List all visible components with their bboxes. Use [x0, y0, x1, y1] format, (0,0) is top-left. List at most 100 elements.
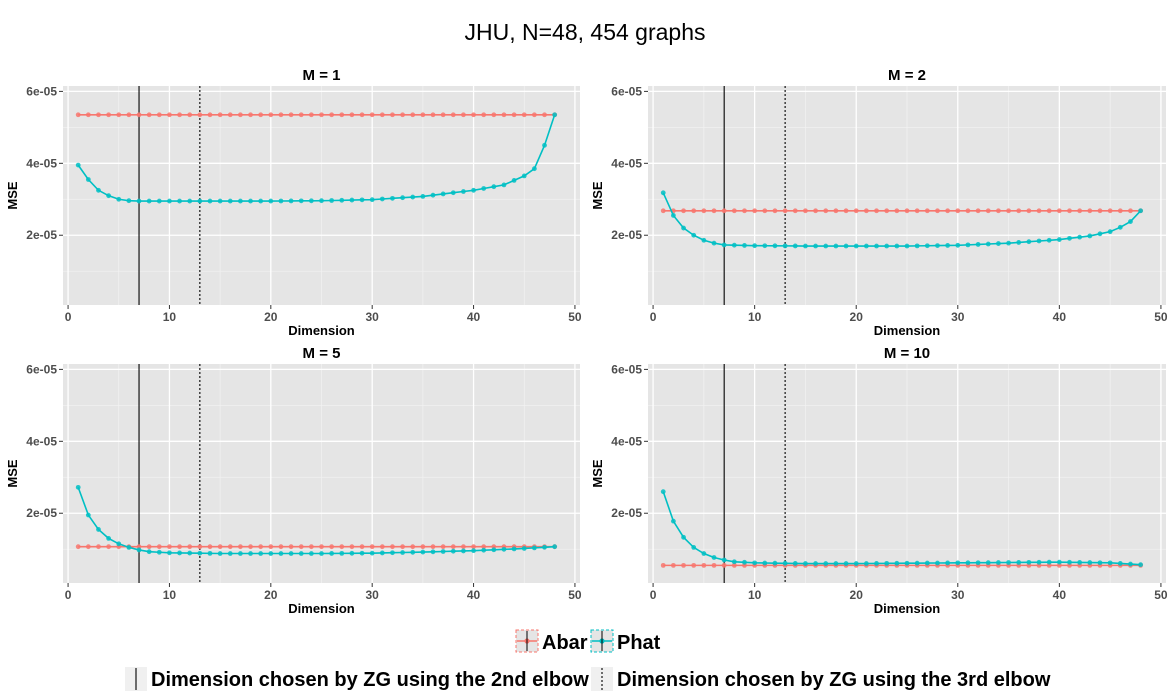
panel-title: M = 5	[303, 345, 341, 362]
data-point	[278, 112, 284, 118]
data-point	[390, 550, 395, 556]
data-point	[701, 551, 707, 556]
data-point	[207, 112, 213, 118]
data-point	[945, 243, 951, 248]
data-point	[843, 243, 849, 249]
data-point	[75, 544, 81, 550]
y-tick-label: 4e-05	[611, 434, 642, 448]
data-point	[521, 546, 527, 551]
x-tick-label: 10	[748, 310, 762, 324]
x-tick-label: 40	[1053, 588, 1067, 602]
data-point	[187, 544, 193, 550]
data-point	[420, 549, 426, 555]
x-tick-label: 40	[467, 588, 481, 602]
data-point	[329, 544, 335, 550]
data-point	[207, 544, 213, 550]
data-point	[248, 198, 253, 204]
data-point	[711, 555, 717, 560]
data-point	[349, 550, 355, 556]
data-point	[136, 112, 142, 118]
data-point	[531, 112, 537, 118]
data-point	[308, 544, 314, 550]
y-tick-label: 4e-05	[26, 156, 57, 170]
data-point	[258, 112, 264, 118]
data-point	[207, 550, 213, 556]
data-point	[217, 551, 223, 556]
data-point	[853, 243, 859, 249]
panel-4: M = 10 0 10 20 30 40 50 2e-05 4e-05 6e-05 Dimensio…	[590, 345, 1168, 616]
data-point	[450, 548, 456, 554]
data-point	[349, 112, 355, 118]
data-point	[400, 112, 405, 118]
data-point	[792, 208, 798, 214]
data-point	[843, 561, 849, 566]
data-point	[1067, 208, 1072, 214]
y-tick-label: 6e-05	[611, 362, 642, 376]
data-point	[904, 208, 910, 214]
data-point	[752, 208, 758, 214]
data-point	[752, 560, 758, 566]
data-point	[400, 544, 405, 550]
x-tick-label: 50	[568, 588, 582, 602]
data-point	[96, 527, 101, 532]
data-point	[691, 545, 697, 550]
data-point	[742, 559, 747, 565]
data-point	[1056, 208, 1062, 214]
series-phat	[660, 190, 1144, 249]
y-tick-label: 4e-05	[26, 434, 57, 448]
data-point	[248, 544, 253, 550]
data-point	[167, 550, 172, 556]
data-point	[721, 242, 727, 248]
data-point	[823, 208, 829, 214]
data-point	[400, 550, 405, 555]
legend-entry-abar: Abar	[515, 629, 588, 654]
data-point	[106, 112, 112, 118]
x-tick-label: 20	[850, 310, 864, 324]
data-point	[670, 562, 676, 568]
data-point	[197, 550, 203, 556]
data-point	[379, 550, 385, 556]
data-point	[85, 112, 91, 118]
data-point	[935, 243, 940, 248]
data-point	[319, 112, 324, 118]
data-point	[731, 562, 737, 568]
data-point	[863, 243, 869, 249]
data-point	[197, 198, 203, 204]
data-point	[914, 208, 920, 214]
data-point	[691, 208, 697, 214]
data-point	[955, 560, 961, 566]
y-tick-label: 4e-05	[611, 156, 642, 170]
data-point	[359, 112, 365, 118]
data-point	[1056, 559, 1062, 565]
data-point	[1016, 240, 1022, 245]
data-point	[833, 243, 839, 249]
data-point	[803, 208, 808, 214]
x-tick-label: 30	[366, 588, 380, 602]
data-point	[782, 243, 788, 249]
data-point	[762, 208, 768, 214]
data-point	[742, 243, 747, 248]
data-point	[238, 198, 243, 204]
data-point	[410, 549, 416, 555]
legend-label: Abar	[542, 632, 588, 654]
data-point	[420, 194, 426, 199]
data-point	[1036, 238, 1042, 244]
data-point	[238, 544, 243, 550]
data-point	[96, 187, 101, 193]
legend-label: Dimension chosen by ZG using the 3rd elb…	[617, 669, 1051, 691]
y-tick-label: 6e-05	[611, 84, 642, 98]
data-point	[430, 112, 436, 118]
data-point	[833, 561, 839, 566]
data-point	[420, 544, 426, 550]
x-tick-label: 10	[163, 310, 177, 324]
data-point	[227, 551, 233, 556]
data-point	[491, 184, 497, 190]
data-point	[440, 549, 446, 554]
data-point	[471, 544, 476, 550]
data-point	[782, 560, 788, 566]
data-point	[1026, 559, 1032, 565]
data-point	[552, 112, 558, 118]
data-point	[177, 198, 182, 204]
data-point	[481, 112, 487, 118]
data-point	[106, 193, 112, 199]
